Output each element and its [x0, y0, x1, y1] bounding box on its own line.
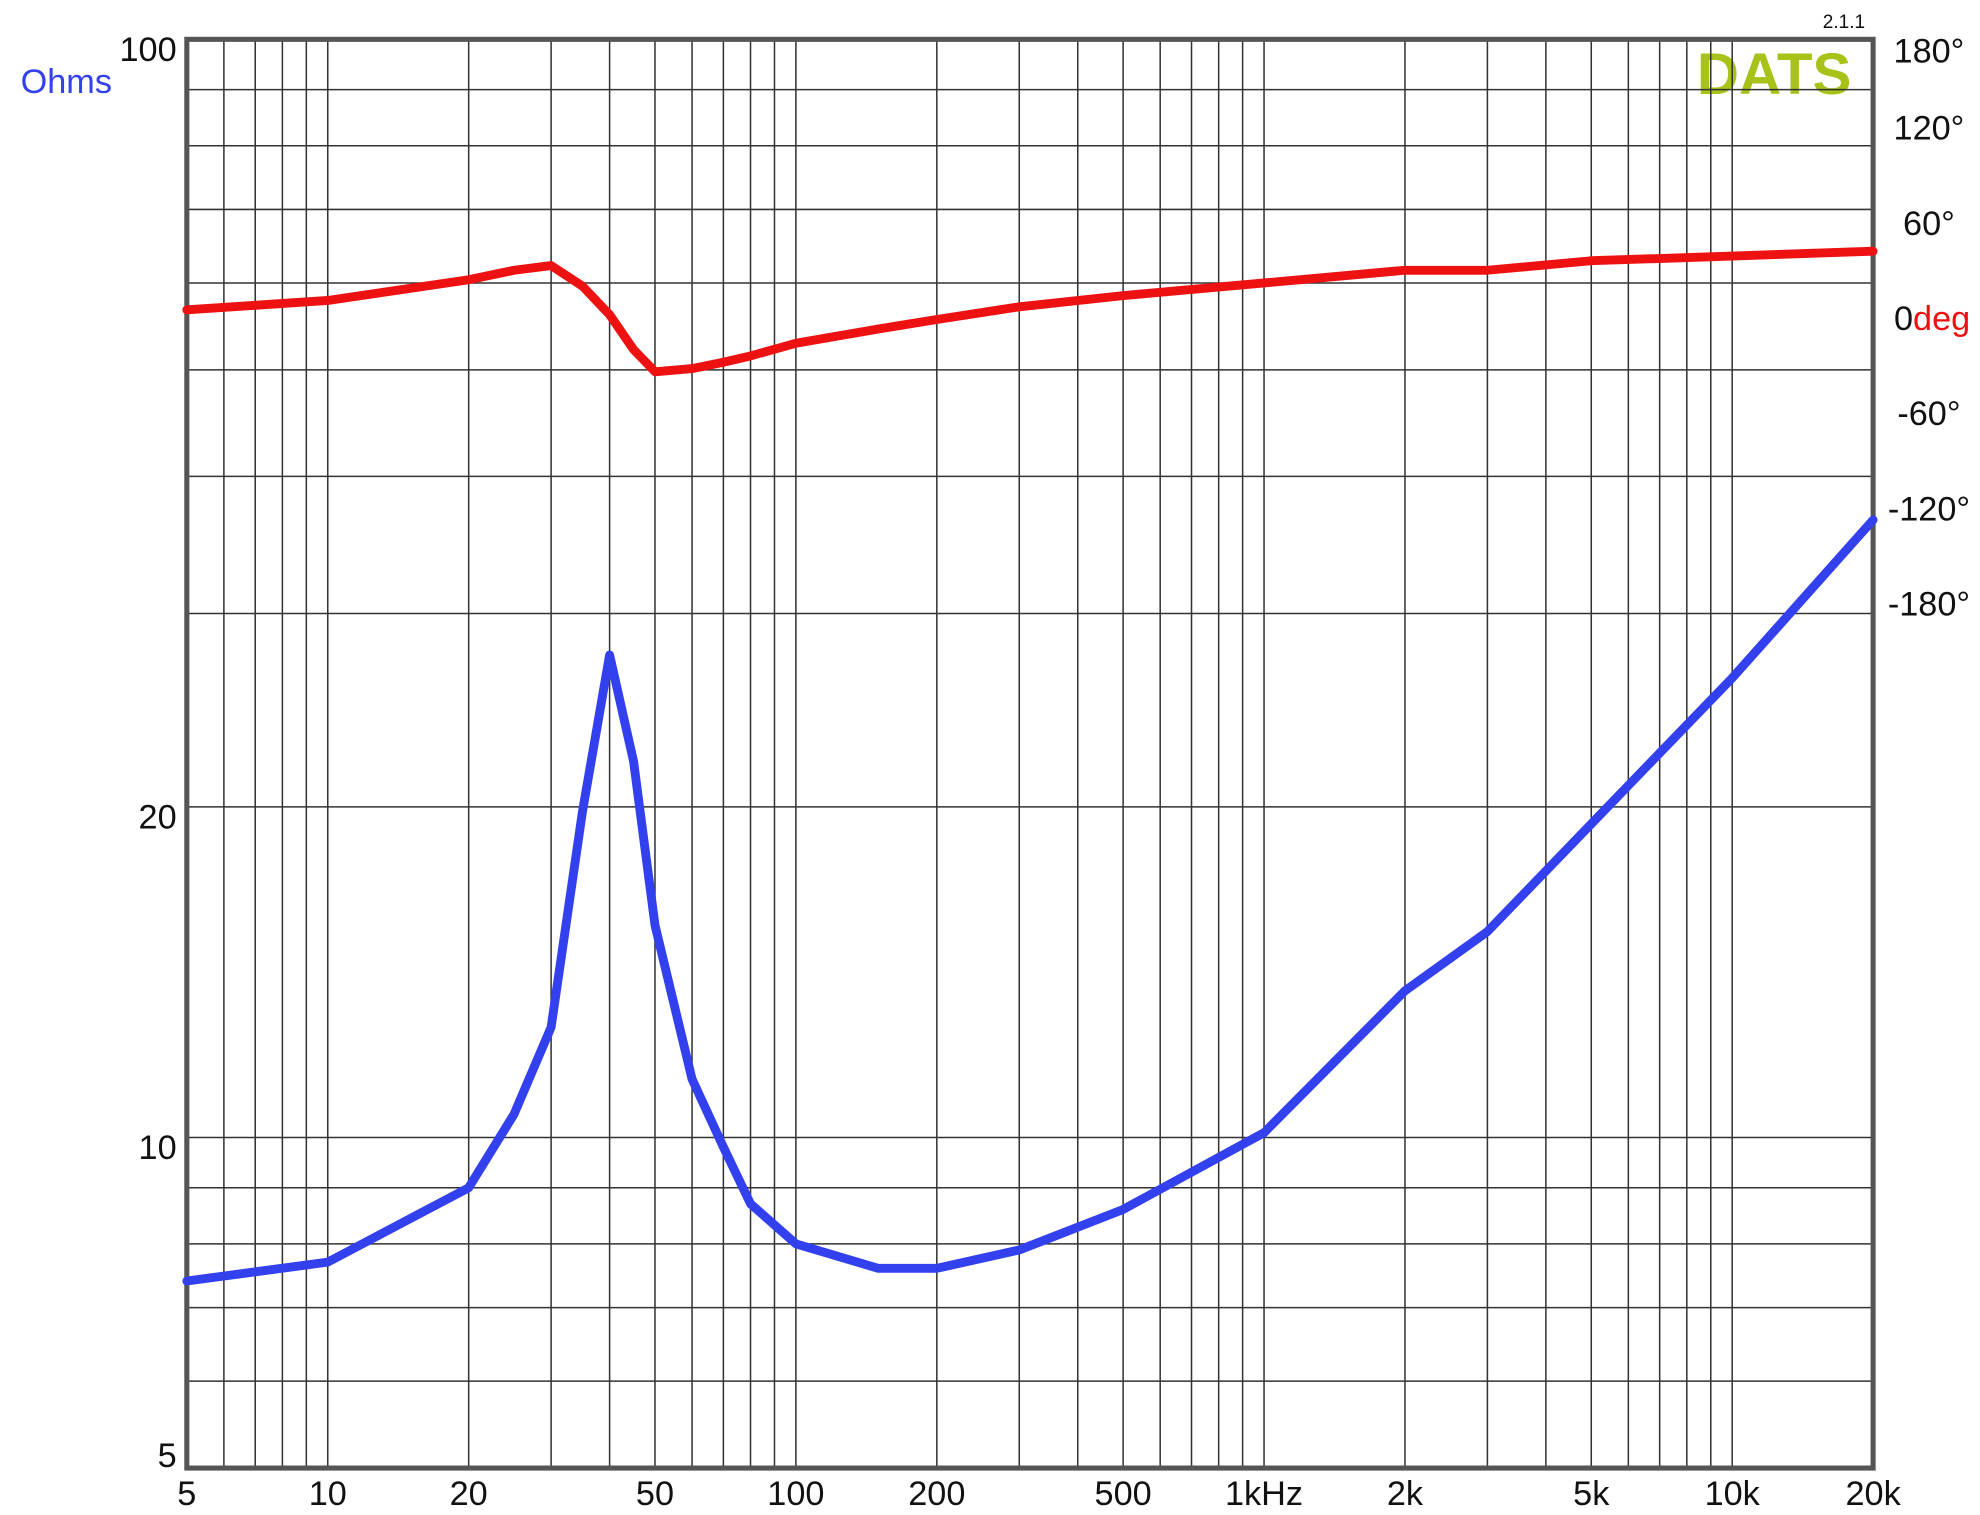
- logo: DATS: [1697, 42, 1852, 107]
- x-tick-label: 200: [908, 1475, 965, 1513]
- y-tick-label: 20: [139, 799, 177, 837]
- y-tick-label: 100: [120, 31, 177, 69]
- y2-tick-label: -180°: [1888, 586, 1970, 624]
- y2-axis-label: deg: [1913, 300, 1970, 338]
- x-tick-label: 10k: [1705, 1475, 1761, 1513]
- y-tick-label: 10: [139, 1129, 177, 1167]
- y2-tick-label: -120°: [1888, 490, 1970, 528]
- y2-tick-label: 60°: [1903, 205, 1955, 243]
- x-tick-label: 20: [450, 1475, 488, 1513]
- y2-tick-label: 180°: [1894, 32, 1965, 70]
- x-tick-label: 20k: [1845, 1475, 1901, 1513]
- y2-tick-label: 120°: [1894, 110, 1965, 148]
- y2-tick-label: 0: [1894, 300, 1913, 338]
- x-tick-label: 1kHz: [1225, 1475, 1303, 1513]
- x-tick-label: 2k: [1387, 1475, 1424, 1513]
- x-tick-label: 50: [636, 1475, 674, 1513]
- y2-tick-label: -60°: [1897, 395, 1960, 433]
- line: [182, 246, 1878, 377]
- y-axis-label: Ohms: [21, 63, 112, 101]
- x-tick-label: 5k: [1573, 1475, 1610, 1513]
- y-tick-label: 5: [158, 1437, 177, 1475]
- version: 2.1.1: [1823, 12, 1865, 33]
- x-tick-label: 5: [177, 1475, 196, 1513]
- line: [182, 515, 1878, 1286]
- x-tick-label: 100: [767, 1475, 824, 1513]
- x-tick-label: 500: [1095, 1475, 1152, 1513]
- plot-frame: [184, 36, 1876, 1471]
- x-tick-label: 10: [309, 1475, 347, 1513]
